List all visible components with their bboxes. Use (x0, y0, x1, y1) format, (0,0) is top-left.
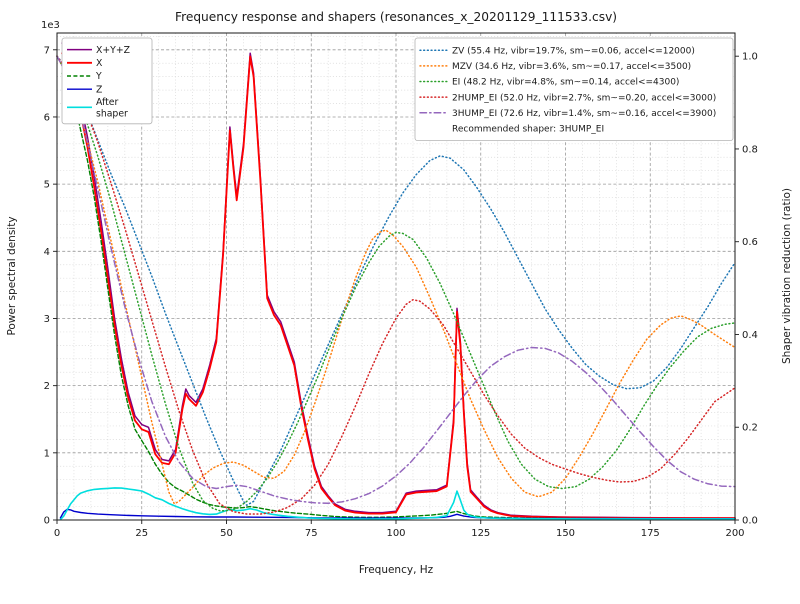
series-line-3hump-ei (56, 55, 736, 505)
left-axis-offset-label: 1e3 (41, 20, 60, 31)
x-tick-label: 0 (54, 528, 60, 539)
left-axis-label: Power spectral density (6, 216, 18, 335)
psd-legend-box (61, 37, 153, 125)
series-line-after-shaper (59, 487, 736, 521)
right-y-tick-label: 0.4 (742, 330, 758, 341)
axes-layer: 0 25 50 75 100 125 150 175 200 0 1 2 3 4 5 6 7 0.0 0.2 0.4 0… (44, 32, 758, 539)
series-line-x (61, 52, 736, 519)
right-axis-label: Shaper vibration reduction (ratio) (781, 188, 793, 364)
series-line-mzv (56, 55, 736, 505)
legend-label-3hump-ei: 3HUMP_EI (72.6 Hz, vibr=1.4%, sm~=0.16, … (452, 109, 716, 119)
left-y-tick-label: 3 (44, 314, 50, 325)
x-tick-label: 100 (386, 528, 405, 539)
legend-label-y: Y (95, 71, 102, 82)
x-tick-label: 200 (725, 528, 744, 539)
legend-label-after-shaper: shaper (96, 108, 128, 119)
shaper-legend-box (414, 37, 734, 141)
recommended-shaper-label: Recommended shaper: 3HUMP_EI (452, 125, 604, 135)
x-tick-label: 125 (471, 528, 490, 539)
left-y-tick-label: 5 (44, 180, 50, 191)
legend-label-mzv: MZV (34.6 Hz, vibr=3.6%, sm~=0.17, accel… (452, 62, 691, 72)
x-axis-label: Frequency, Hz (359, 564, 434, 576)
right-y-tick-label: 0.8 (742, 144, 758, 155)
series-line-2hump-ei (56, 55, 736, 515)
series-layer (56, 42, 736, 521)
right-y-tick-label: 0.0 (742, 516, 758, 527)
left-y-tick-label: 7 (44, 45, 50, 56)
right-y-tick-label: 1.0 (742, 52, 758, 63)
x-tick-label: 25 (135, 528, 148, 539)
series-line-y (61, 72, 736, 520)
legend-label-2hump-ei: 2HUMP_EI (52.0 Hz, vibr=2.7%, sm~=0.20, … (452, 93, 716, 103)
x-tick-label: 175 (641, 528, 660, 539)
shaper-legend: ZV (55.4 Hz, vibr=19.7%, sm~=0.06, accel… (414, 37, 734, 141)
legend-label-z: Z (96, 84, 102, 95)
x-tick-label: 150 (556, 528, 575, 539)
left-y-tick-label: 4 (44, 247, 50, 258)
legend-label-x-y-z: X+Y+Z (96, 45, 130, 56)
x-tick-label: 50 (220, 528, 233, 539)
legend-label-after-shaper: After (96, 97, 119, 108)
left-y-tick-label: 6 (44, 112, 50, 123)
left-y-tick-label: 0 (44, 516, 50, 527)
x-tick-label: 75 (305, 528, 318, 539)
left-y-tick-label: 2 (44, 381, 50, 392)
chart-title: Frequency response and shapers (resonanc… (175, 10, 617, 24)
legend-label-x: X (96, 58, 103, 69)
right-y-tick-label: 0.2 (742, 423, 758, 434)
right-y-tick-label: 0.6 (742, 237, 758, 248)
legend-label-ei: EI (48.2 Hz, vibr=4.8%, sm~=0.14, accel<… (452, 78, 679, 88)
legend-label-zv: ZV (55.4 Hz, vibr=19.7%, sm~=0.06, accel… (452, 47, 695, 57)
left-y-tick-label: 1 (44, 448, 50, 459)
series-line-ei (56, 55, 736, 512)
